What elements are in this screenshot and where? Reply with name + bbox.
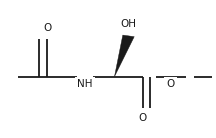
Text: O: O <box>138 113 147 123</box>
Text: O: O <box>43 23 51 33</box>
Text: OH: OH <box>121 19 137 29</box>
Text: NH: NH <box>77 79 93 89</box>
Text: O: O <box>167 79 175 89</box>
Polygon shape <box>114 35 134 77</box>
